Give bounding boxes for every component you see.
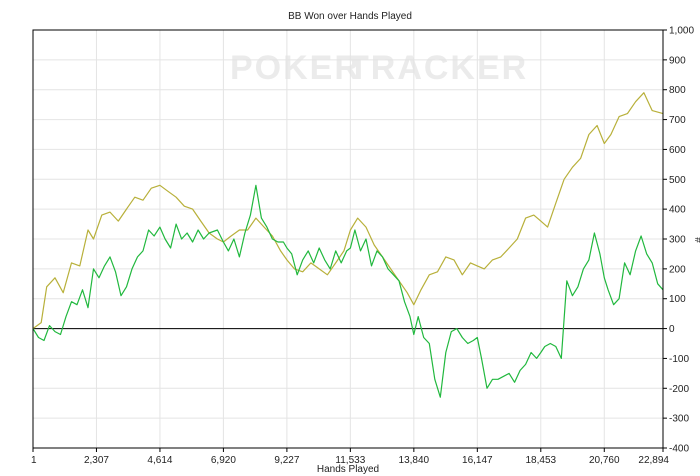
x-tick-label: 2,307 xyxy=(84,455,109,466)
y-tick-label: 800 xyxy=(669,85,686,96)
series-group xyxy=(32,92,664,398)
y-tick-label: -400 xyxy=(669,444,689,455)
y-tick-label: -100 xyxy=(669,354,689,365)
x-tick-label: 4,614 xyxy=(147,455,172,466)
watermark-right: TRACKER xyxy=(348,49,528,87)
x-tick-label: 16,147 xyxy=(462,455,493,466)
x-tick-label: 6,920 xyxy=(211,455,236,466)
watermark: POKER TRACKER xyxy=(230,49,528,87)
y-tick-label: 400 xyxy=(669,205,686,216)
y-tick-label: 500 xyxy=(669,175,686,186)
y-tick-label: 600 xyxy=(669,145,686,156)
x-tick-label: 18,453 xyxy=(525,455,556,466)
chart-title: BB Won over Hands Played xyxy=(288,11,412,22)
y-tick-label: 700 xyxy=(669,115,686,126)
x-tick-label: 20,760 xyxy=(589,455,620,466)
series-line-1 xyxy=(32,92,664,330)
x-tick-label: 11,533 xyxy=(335,455,365,466)
x-tick-label: 9,227 xyxy=(274,455,299,466)
y-tick-label: -200 xyxy=(669,384,689,395)
y-tick-label: 0 xyxy=(669,324,675,335)
y-tick-label: 1,000 xyxy=(669,26,694,37)
x-tick-label: 13,840 xyxy=(399,455,430,466)
y-tick-label: 200 xyxy=(669,264,686,275)
x-tick-label: 22,894 xyxy=(638,455,669,466)
x-tick-label: 1 xyxy=(31,455,37,466)
x-axis-label: Hands Played xyxy=(317,464,379,475)
y-axis: -400 -300 -200 -100 0 100 200 300 400 500 600 700 80… xyxy=(663,26,694,455)
series-line-2 xyxy=(32,184,664,398)
watermark-left: POKER xyxy=(230,49,361,87)
y-axis-unit-glyph: # xyxy=(692,237,700,243)
y-tick-label: 900 xyxy=(669,55,686,66)
y-tick-label: -300 xyxy=(669,414,689,425)
y-tick-label: 300 xyxy=(669,235,686,246)
y-tick-label: 100 xyxy=(669,294,686,305)
x-axis: 1 2,307 4,614 6,920 9,227 11,533 13,840 16,147 1… xyxy=(31,448,669,466)
